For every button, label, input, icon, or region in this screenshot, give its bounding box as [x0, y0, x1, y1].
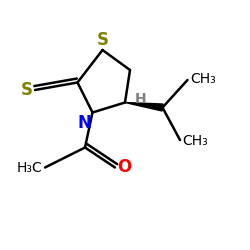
Polygon shape: [125, 102, 163, 111]
Text: S: S: [20, 81, 32, 99]
Text: H₃C: H₃C: [17, 160, 42, 174]
Text: N: N: [78, 114, 91, 132]
Text: CH₃: CH₃: [182, 134, 208, 148]
Text: H: H: [135, 92, 146, 106]
Text: CH₃: CH₃: [190, 72, 216, 86]
Text: S: S: [96, 31, 108, 49]
Text: O: O: [118, 158, 132, 176]
